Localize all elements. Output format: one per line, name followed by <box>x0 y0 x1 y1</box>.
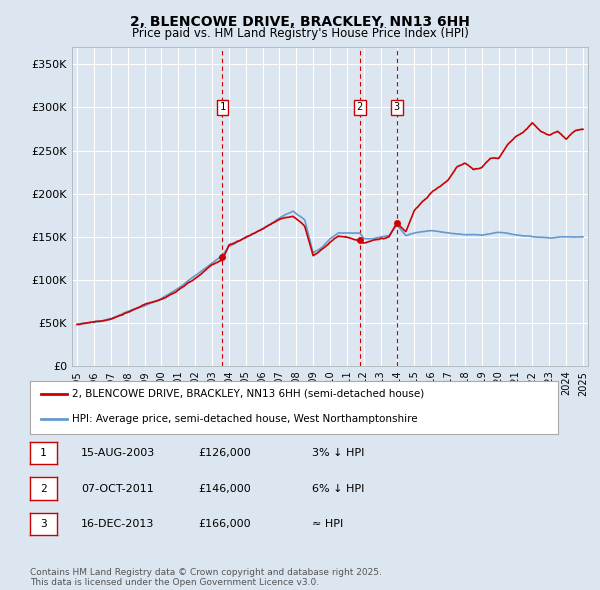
Text: £146,000: £146,000 <box>198 484 251 493</box>
Text: £166,000: £166,000 <box>198 519 251 529</box>
Text: 1: 1 <box>40 448 47 458</box>
Text: 1: 1 <box>219 103 226 113</box>
Text: Contains HM Land Registry data © Crown copyright and database right 2025.
This d: Contains HM Land Registry data © Crown c… <box>30 568 382 587</box>
Text: 3: 3 <box>394 103 400 113</box>
Text: 2: 2 <box>40 484 47 493</box>
Text: ≈ HPI: ≈ HPI <box>312 519 343 529</box>
Text: 2: 2 <box>357 103 363 113</box>
Text: 15-AUG-2003: 15-AUG-2003 <box>81 448 155 458</box>
Text: 16-DEC-2013: 16-DEC-2013 <box>81 519 154 529</box>
Text: 2, BLENCOWE DRIVE, BRACKLEY, NN13 6HH (semi-detached house): 2, BLENCOWE DRIVE, BRACKLEY, NN13 6HH (s… <box>72 389 424 399</box>
Text: Price paid vs. HM Land Registry's House Price Index (HPI): Price paid vs. HM Land Registry's House … <box>131 27 469 40</box>
Text: 3% ↓ HPI: 3% ↓ HPI <box>312 448 364 458</box>
Text: £126,000: £126,000 <box>198 448 251 458</box>
Text: 07-OCT-2011: 07-OCT-2011 <box>81 484 154 493</box>
Text: HPI: Average price, semi-detached house, West Northamptonshire: HPI: Average price, semi-detached house,… <box>72 414 418 424</box>
Text: 2, BLENCOWE DRIVE, BRACKLEY, NN13 6HH: 2, BLENCOWE DRIVE, BRACKLEY, NN13 6HH <box>130 15 470 29</box>
Text: 6% ↓ HPI: 6% ↓ HPI <box>312 484 364 493</box>
Text: 3: 3 <box>40 519 47 529</box>
